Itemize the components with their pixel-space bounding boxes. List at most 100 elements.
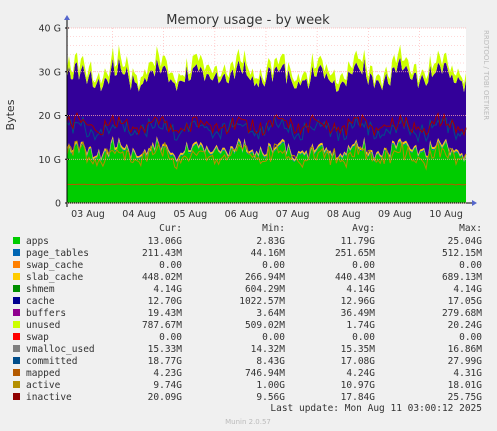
legend-swatch-unused xyxy=(13,321,20,328)
x-tick-label: 06 Aug xyxy=(225,209,259,220)
legend-max-slab_cache: 689.13M xyxy=(442,272,482,283)
legend-name-committed: committed xyxy=(26,356,77,367)
x-tick-label: 03 Aug xyxy=(71,209,105,220)
legend-max-mapped: 4.31G xyxy=(453,368,482,379)
legend-min-slab_cache: 266.94M xyxy=(245,272,285,283)
column-header-max: Max: xyxy=(459,223,482,234)
y-tick-label: 20 G xyxy=(39,111,61,122)
line-inactive xyxy=(66,112,467,137)
x-tick-label: 04 Aug xyxy=(122,209,156,220)
legend-max-page_tables: 512.15M xyxy=(442,248,482,259)
legend-swatch-swap_cache xyxy=(13,261,20,268)
legend-avg-shmem: 4.14G xyxy=(346,284,375,295)
chart-title: Memory usage - by week xyxy=(166,13,330,28)
legend: Cur: Min: Avg: Max: apps 13.06G 2.83G 11.79… xyxy=(13,223,482,403)
x-tick-label: 10 Aug xyxy=(429,209,463,220)
line-committed xyxy=(66,114,467,144)
legend-cur-committed: 18.77G xyxy=(148,356,183,367)
legend-avg-vmalloc_used: 15.35M xyxy=(341,344,376,355)
legend-swatch-apps xyxy=(13,237,20,244)
legend-cur-active: 9.74G xyxy=(153,380,182,391)
legend-avg-swap_cache: 0.00 xyxy=(352,260,375,271)
legend-name-mapped: mapped xyxy=(26,368,60,379)
legend-max-unused: 20.24G xyxy=(448,320,483,331)
legend-name-active: active xyxy=(26,380,61,391)
legend-avg-apps: 11.79G xyxy=(341,236,376,247)
legend-swatch-shmem xyxy=(13,285,20,292)
legend-swatch-slab_cache xyxy=(13,273,20,280)
legend-cur-unused: 787.67M xyxy=(142,320,182,331)
legend-name-slab_cache: slab_cache xyxy=(26,272,83,283)
legend-cur-slab_cache: 448.02M xyxy=(142,272,182,283)
legend-name-apps: apps xyxy=(26,236,49,247)
x-axis-arrow xyxy=(472,200,477,206)
legend-avg-cache: 12.96G xyxy=(341,296,376,307)
legend-max-swap_cache: 0.00 xyxy=(459,260,482,271)
legend-avg-committed: 17.08G xyxy=(341,356,376,367)
legend-min-shmem: 604.29M xyxy=(245,284,285,295)
legend-avg-swap: 0.00 xyxy=(352,332,375,343)
legend-min-apps: 2.83G xyxy=(256,236,285,247)
legend-max-inactive: 25.75G xyxy=(448,392,483,403)
legend-cur-swap: 0.00 xyxy=(159,332,182,343)
area-apps xyxy=(67,139,466,203)
legend-max-swap: 0.00 xyxy=(459,332,482,343)
legend-avg-slab_cache: 440.43M xyxy=(335,272,375,283)
legend-min-swap_cache: 0.00 xyxy=(262,260,285,271)
y-tick-label: 40 G xyxy=(39,24,61,35)
column-header-cur: Cur: xyxy=(159,223,182,234)
legend-avg-mapped: 4.24G xyxy=(346,368,375,379)
legend-min-swap: 0.00 xyxy=(262,332,285,343)
legend-name-page_tables: page_tables xyxy=(26,248,89,259)
legend-swatch-committed xyxy=(13,357,20,364)
legend-avg-page_tables: 251.65M xyxy=(335,248,375,259)
y-tick-labels: 0 10 G 20 G 30 G 40 G xyxy=(39,24,466,210)
y-tick-label: 10 G xyxy=(39,155,61,166)
y-axis-arrow xyxy=(64,15,70,20)
legend-swatch-swap xyxy=(13,333,20,340)
y-tick-label: 30 G xyxy=(39,67,61,78)
legend-swatch-page_tables xyxy=(13,249,20,256)
legend-avg-buffers: 36.49M xyxy=(341,308,376,319)
line-active xyxy=(66,140,467,171)
legend-cur-page_tables: 211.43M xyxy=(142,248,182,259)
x-tick-label: 05 Aug xyxy=(173,209,207,220)
legend-max-committed: 27.99G xyxy=(448,356,483,367)
x-tick-labels: 03 Aug 04 Aug 05 Aug 06 Aug 07 Aug 08 Aug 09 A… xyxy=(71,209,463,220)
legend-min-committed: 8.43G xyxy=(256,356,285,367)
legend-name-vmalloc_used: vmalloc_used xyxy=(26,344,95,355)
legend-min-cache: 1022.57M xyxy=(239,296,285,307)
column-header-avg: Avg: xyxy=(352,223,375,234)
legend-swatch-active xyxy=(13,381,20,388)
legend-cur-mapped: 4.23G xyxy=(153,368,182,379)
legend-min-page_tables: 44.16M xyxy=(251,248,286,259)
legend-min-mapped: 746.94M xyxy=(245,368,285,379)
legend-name-unused: unused xyxy=(26,320,60,331)
legend-avg-inactive: 17.84G xyxy=(341,392,376,403)
column-header-min: Min: xyxy=(262,223,285,234)
legend-cur-apps: 13.06G xyxy=(148,236,183,247)
munin-version: Munin 2.0.57 xyxy=(225,418,271,426)
legend-name-shmem: shmem xyxy=(26,284,55,295)
line-mapped xyxy=(66,183,467,186)
x-tick-label: 07 Aug xyxy=(276,209,310,220)
legend-avg-unused: 1.74G xyxy=(346,320,375,331)
legend-swatch-vmalloc_used xyxy=(13,345,20,352)
x-tick-label: 08 Aug xyxy=(327,209,361,220)
legend-name-cache: cache xyxy=(26,296,55,307)
legend-cur-vmalloc_used: 15.33M xyxy=(148,344,183,355)
legend-max-buffers: 279.68M xyxy=(442,308,482,319)
legend-name-swap_cache: swap_cache xyxy=(26,260,83,271)
legend-swatch-buffers xyxy=(13,309,20,316)
legend-max-cache: 17.05G xyxy=(448,296,483,307)
x-tick-label: 09 Aug xyxy=(378,209,412,220)
legend-min-unused: 509.02M xyxy=(245,320,285,331)
legend-cur-shmem: 4.14G xyxy=(153,284,182,295)
y-tick-label: 0 xyxy=(55,199,61,210)
legend-cur-buffers: 19.43M xyxy=(148,308,183,319)
legend-swatch-cache xyxy=(13,297,20,304)
y-axis-label: Bytes xyxy=(4,99,17,130)
legend-name-inactive: inactive xyxy=(26,392,72,403)
legend-cur-swap_cache: 0.00 xyxy=(159,260,182,271)
